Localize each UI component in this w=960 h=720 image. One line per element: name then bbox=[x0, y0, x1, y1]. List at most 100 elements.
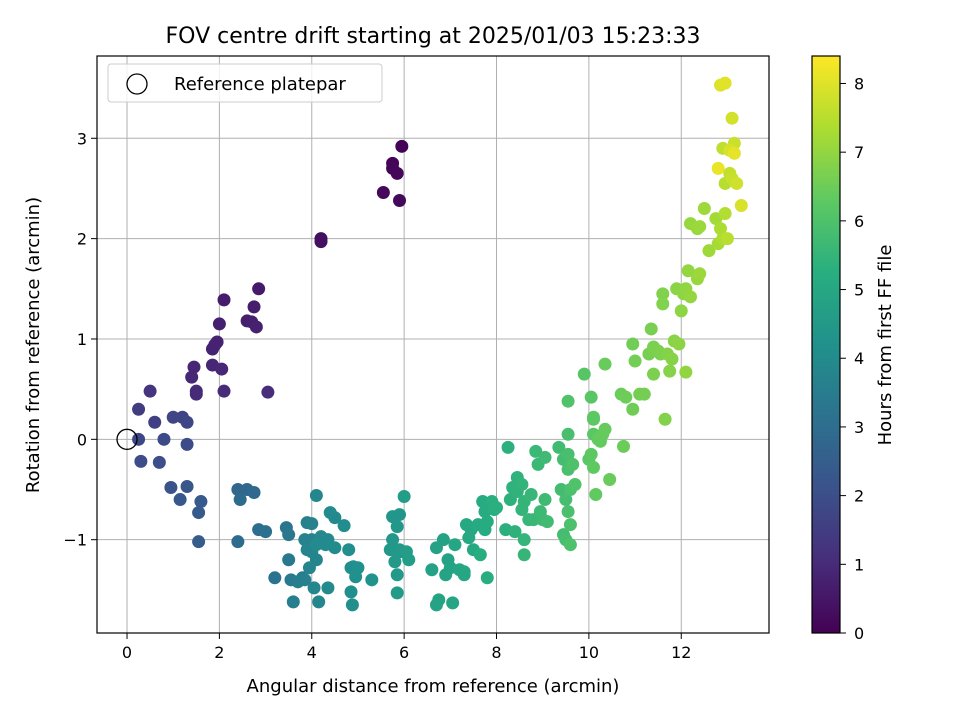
data-point bbox=[132, 402, 146, 416]
data-point bbox=[598, 422, 612, 436]
colorbar-tick-label: 1 bbox=[854, 555, 864, 574]
colorbar-tick-label: 4 bbox=[854, 349, 864, 368]
data-point bbox=[490, 501, 504, 515]
data-point bbox=[157, 432, 171, 446]
y-tick-label: 0 bbox=[77, 430, 87, 449]
legend-reference-marker bbox=[126, 73, 148, 95]
data-point bbox=[152, 455, 166, 469]
data-point bbox=[388, 555, 402, 569]
data-point bbox=[215, 362, 229, 376]
data-point bbox=[589, 488, 603, 502]
data-point bbox=[446, 596, 460, 610]
data-point bbox=[143, 384, 157, 398]
data-point bbox=[173, 493, 187, 507]
data-point bbox=[180, 415, 194, 429]
data-point bbox=[233, 493, 247, 507]
data-point bbox=[524, 488, 538, 502]
data-point bbox=[302, 561, 316, 575]
colorbar-tick-label: 2 bbox=[854, 487, 864, 506]
y-axis-ticks: −1 0 1 2 3 bbox=[63, 129, 97, 550]
data-point bbox=[261, 385, 275, 399]
data-point bbox=[252, 282, 266, 296]
data-point bbox=[259, 525, 273, 539]
data-point bbox=[390, 586, 404, 600]
data-point bbox=[312, 595, 326, 609]
data-point bbox=[286, 595, 300, 609]
data-point bbox=[480, 515, 494, 529]
data-point bbox=[192, 535, 206, 549]
data-point bbox=[217, 293, 231, 307]
x-tick-label: 4 bbox=[307, 643, 317, 662]
data-point bbox=[552, 440, 566, 454]
colorbar-tick-label: 0 bbox=[854, 624, 864, 643]
x-tick-label: 6 bbox=[399, 643, 409, 662]
data-point bbox=[194, 495, 208, 509]
data-point bbox=[683, 290, 697, 304]
data-point bbox=[390, 520, 404, 534]
data-point bbox=[305, 517, 319, 531]
data-point bbox=[644, 322, 658, 336]
data-point bbox=[365, 573, 379, 587]
data-point bbox=[192, 506, 206, 520]
data-point bbox=[134, 454, 148, 468]
data-point bbox=[231, 483, 245, 497]
x-tick-label: 8 bbox=[491, 643, 501, 662]
data-points bbox=[132, 76, 748, 612]
data-point bbox=[231, 535, 245, 549]
data-point bbox=[187, 360, 201, 374]
data-point bbox=[619, 390, 633, 404]
x-axis-ticks: 0 2 4 6 8 10 12 bbox=[122, 633, 691, 662]
data-point bbox=[561, 447, 575, 461]
data-point bbox=[637, 387, 651, 401]
legend-entry-label: Reference platepar bbox=[174, 74, 346, 95]
data-point bbox=[328, 541, 342, 555]
data-point bbox=[714, 222, 728, 236]
data-point bbox=[393, 194, 407, 208]
chart-title: FOV centre drift starting at 2025/01/03 … bbox=[166, 24, 701, 49]
data-point bbox=[517, 548, 531, 562]
data-point bbox=[180, 479, 194, 493]
y-axis-label: Rotation from reference (arcmin) bbox=[23, 197, 44, 493]
data-point bbox=[727, 146, 741, 160]
data-point bbox=[307, 581, 321, 595]
data-point bbox=[718, 76, 732, 90]
data-point bbox=[584, 447, 598, 461]
data-point bbox=[480, 571, 494, 585]
data-point bbox=[702, 244, 716, 258]
data-point bbox=[559, 493, 573, 507]
data-point bbox=[598, 357, 612, 371]
data-point bbox=[561, 427, 575, 441]
colorbar-tick-label: 7 bbox=[854, 143, 864, 162]
data-point bbox=[693, 220, 707, 234]
data-point bbox=[344, 585, 358, 599]
data-point bbox=[164, 480, 178, 494]
data-point bbox=[672, 337, 686, 351]
data-point bbox=[132, 432, 146, 446]
data-point bbox=[515, 477, 529, 491]
data-point bbox=[268, 571, 282, 585]
legend-box bbox=[107, 63, 383, 103]
data-point bbox=[448, 538, 462, 552]
data-point bbox=[681, 264, 695, 278]
data-point bbox=[628, 354, 642, 368]
data-point bbox=[402, 553, 416, 567]
x-tick-label: 2 bbox=[214, 643, 224, 662]
x-tick-label: 10 bbox=[579, 643, 599, 662]
data-point bbox=[386, 533, 400, 547]
data-point bbox=[247, 300, 261, 314]
data-point bbox=[586, 410, 600, 424]
data-point bbox=[658, 412, 672, 426]
data-point bbox=[397, 490, 411, 504]
x-axis-label: Angular distance from reference (arcmin) bbox=[247, 676, 620, 697]
data-point bbox=[425, 563, 439, 577]
y-tick-label: 3 bbox=[77, 129, 87, 148]
data-point bbox=[697, 202, 711, 216]
data-point bbox=[663, 364, 677, 378]
data-point bbox=[342, 543, 356, 557]
data-point bbox=[205, 342, 219, 356]
x-tick-label: 0 bbox=[122, 643, 132, 662]
data-point bbox=[626, 402, 640, 416]
data-point bbox=[395, 139, 409, 153]
data-point bbox=[323, 506, 337, 520]
data-point bbox=[282, 528, 296, 542]
